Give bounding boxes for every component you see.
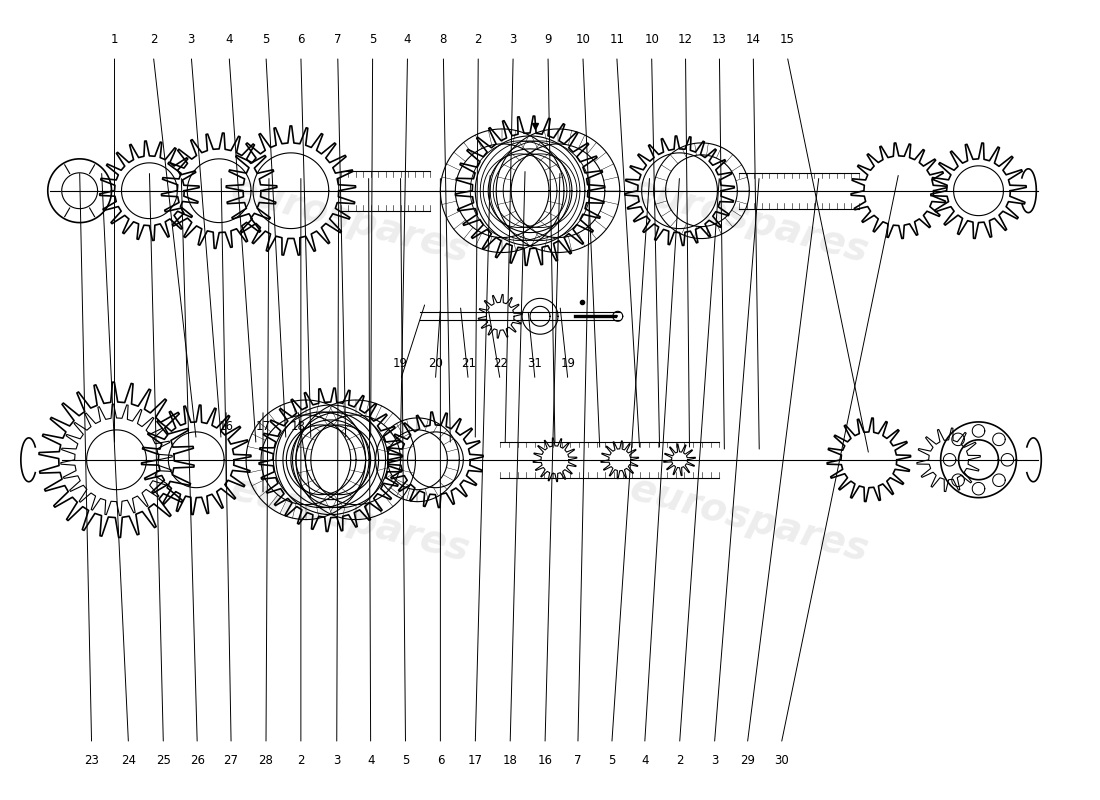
Text: 27: 27 — [223, 754, 239, 766]
Text: 3: 3 — [509, 34, 517, 46]
Text: 24: 24 — [121, 754, 136, 766]
Text: 19: 19 — [560, 357, 575, 370]
Text: 21: 21 — [461, 357, 476, 370]
Text: 4: 4 — [226, 34, 233, 46]
Text: 3: 3 — [333, 754, 340, 766]
Text: 16: 16 — [538, 754, 552, 766]
Text: 6: 6 — [437, 754, 444, 766]
Text: 4: 4 — [404, 34, 411, 46]
Text: 20: 20 — [428, 357, 443, 370]
Text: 13: 13 — [712, 34, 727, 46]
Text: 17: 17 — [255, 420, 271, 433]
Text: eurospares: eurospares — [227, 470, 474, 570]
Text: 5: 5 — [608, 754, 616, 766]
Text: 28: 28 — [258, 754, 274, 766]
Text: 10: 10 — [575, 34, 591, 46]
Text: 11: 11 — [609, 34, 625, 46]
Text: 23: 23 — [85, 754, 99, 766]
Text: 3: 3 — [711, 754, 718, 766]
Text: 12: 12 — [678, 34, 693, 46]
Text: eurospares: eurospares — [626, 170, 873, 270]
Text: 2: 2 — [297, 754, 305, 766]
Text: 3: 3 — [188, 34, 195, 46]
Text: 30: 30 — [773, 754, 789, 766]
Text: 4: 4 — [367, 754, 374, 766]
Text: 5: 5 — [368, 34, 376, 46]
Text: 25: 25 — [156, 754, 170, 766]
Text: 16: 16 — [219, 420, 233, 433]
Text: 15: 15 — [780, 34, 794, 46]
Text: 14: 14 — [746, 34, 761, 46]
Text: 2: 2 — [675, 754, 683, 766]
Text: 18: 18 — [503, 754, 518, 766]
Text: 26: 26 — [189, 754, 205, 766]
Text: eurospares: eurospares — [227, 170, 474, 270]
Text: 7: 7 — [334, 34, 341, 46]
Text: 5: 5 — [402, 754, 409, 766]
Text: 2: 2 — [150, 34, 157, 46]
Text: 17: 17 — [468, 754, 483, 766]
Text: 29: 29 — [740, 754, 755, 766]
Text: 2: 2 — [474, 34, 482, 46]
Text: 5: 5 — [262, 34, 270, 46]
Text: 4: 4 — [641, 754, 648, 766]
Text: 6: 6 — [297, 34, 305, 46]
Text: 9: 9 — [544, 34, 552, 46]
Text: eurospares: eurospares — [626, 470, 873, 570]
Text: 19: 19 — [393, 357, 408, 370]
Text: 1: 1 — [111, 34, 119, 46]
Text: 7: 7 — [574, 754, 582, 766]
Text: 22: 22 — [493, 357, 508, 370]
Text: 10: 10 — [645, 34, 659, 46]
Text: 18: 18 — [290, 420, 306, 433]
Text: 31: 31 — [528, 357, 542, 370]
Text: 8: 8 — [440, 34, 447, 46]
